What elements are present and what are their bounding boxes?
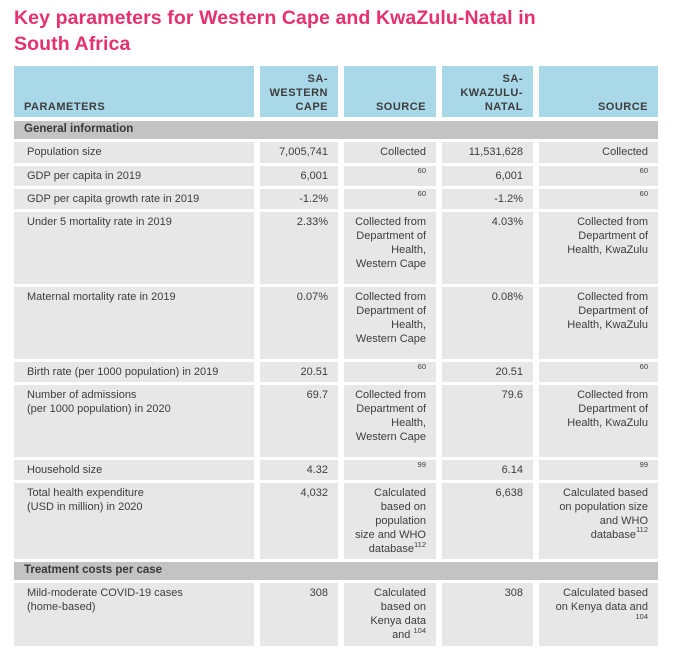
wc-value: 20.51 [260,361,338,382]
wc-value: 2.33% [260,211,338,284]
kzn-source-text: Collected [602,146,648,159]
parameter-label: GDP per capita in 2019 [14,165,254,186]
kzn-value: -1.2% [442,188,533,209]
kzn-source-text: Collected from Department of Health, Kwa… [567,290,648,331]
table-row: Mild-moderate COVID-19 cases (home-based… [14,583,658,646]
wc-source-text: Collected from Department of Health, Wes… [355,388,426,444]
kzn-source: Collected from Department of Health, Kwa… [539,286,658,359]
wc-source-text: Calculated based on population size and … [355,486,426,556]
kzn-source: 60 [539,165,658,186]
table-header-row: PARAMETERS SA- WESTERN CAPE SOURCE SA- K… [14,66,658,118]
kzn-source-text: Calculated based on population size and … [559,486,648,542]
kzn-source: 60 [539,361,658,382]
kzn-source: Collected [539,142,658,163]
kzn-source-ref: 60 [639,188,648,198]
kzn-source-ref: 60 [639,165,648,175]
kzn-source-text: Calculated based on Kenya data and [555,587,648,614]
kzn-source-ref: 99 [639,460,648,470]
section-general-information: General information [14,121,658,140]
table-row: Maternal mortality rate in 2019 0.07% Co… [14,286,658,359]
wc-value: 4.32 [260,459,338,480]
table-row: Population size 7,005,741 Collected 11,5… [14,142,658,163]
table-row: Household size 4.32 99 6.14 99 [14,459,658,480]
kzn-value: 79.6 [442,384,533,457]
table-row: Under 5 mortality rate in 2019 2.33% Col… [14,211,658,284]
wc-source-text: Calculated based on Kenya data and [370,587,426,642]
parameter-label: Total health expenditure (USD in million… [14,482,254,560]
kzn-source: Calculated based on population size and … [539,482,658,560]
wc-source: Collected [344,142,436,163]
page: Key parameters for Western Cape and KwaZ… [14,7,658,646]
wc-value: 4,032 [260,482,338,560]
wc-source: Calculated based on Kenya data and 104 [344,583,436,646]
wc-source: Calculated based on population size and … [344,482,436,560]
kzn-source: Collected from Department of Health, Kwa… [539,384,658,457]
table-row: GDP per capita in 2019 6,001 60 6,001 60 [14,165,658,186]
wc-source: Collected from Department of Health, Wes… [344,211,436,284]
header-source-wc: SOURCE [344,66,436,118]
section-treatment-costs: Treatment costs per case [14,562,658,581]
wc-value: 69.7 [260,384,338,457]
page-title: Key parameters for Western Cape and KwaZ… [14,7,536,55]
kzn-source-ref: 104 [635,611,648,621]
table-row: Birth rate (per 1000 population) in 2019… [14,361,658,382]
wc-source-ref: 60 [417,165,426,175]
header-sa-western-cape: SA- WESTERN CAPE [260,66,338,118]
wc-source-ref: 60 [417,188,426,198]
wc-source-ref: 104 [413,625,426,635]
header-source-kzn: SOURCE [539,66,658,118]
kzn-source: Calculated based on Kenya data and 104 [539,583,658,646]
parameter-label: Under 5 mortality rate in 2019 [14,211,254,284]
kzn-source-text: Collected from Department of Health, Kwa… [567,215,648,256]
wc-source: Collected from Department of Health, Wes… [344,286,436,359]
table-row: GDP per capita growth rate in 2019 -1.2%… [14,188,658,209]
parameter-label: GDP per capita growth rate in 2019 [14,188,254,209]
wc-source-ref: 99 [417,460,426,470]
parameter-label: Number of admissions (per 1000 populatio… [14,384,254,457]
wc-source: 99 [344,459,436,480]
wc-value: 0.07% [260,286,338,359]
kzn-value: 308 [442,583,533,646]
wc-value: 7,005,741 [260,142,338,163]
kzn-value: 6,001 [442,165,533,186]
kzn-source: 60 [539,188,658,209]
wc-value: 6,001 [260,165,338,186]
table-row: Number of admissions (per 1000 populatio… [14,384,658,457]
wc-source-ref: 112 [414,539,426,549]
parameter-label: Mild-moderate COVID-19 cases (home-based… [14,583,254,646]
kzn-source-ref: 60 [639,362,648,372]
kzn-source-ref: 112 [636,525,648,535]
kzn-source-text: Collected from Department of Health, Kwa… [567,388,648,429]
parameter-label: Maternal mortality rate in 2019 [14,286,254,359]
kzn-value: 11,531,628 [442,142,533,163]
wc-source: 60 [344,165,436,186]
kzn-value: 6.14 [442,459,533,480]
header-sa-kwazulu-natal: SA- KWAZULU- NATAL [442,66,533,118]
wc-value: 308 [260,583,338,646]
wc-source-text: Collected from Department of Health, Wes… [355,290,426,345]
wc-source-text: Collected [380,146,426,159]
wc-source-ref: 60 [417,362,426,372]
table-row: Total health expenditure (USD in million… [14,482,658,560]
wc-value: -1.2% [260,188,338,209]
kzn-source: Collected from Department of Health, Kwa… [539,211,658,284]
kzn-value: 20.51 [442,361,533,382]
wc-source-text: Collected from Department of Health, Wes… [355,215,426,270]
parameters-table: PARAMETERS SA- WESTERN CAPE SOURCE SA- K… [14,66,658,646]
wc-source: 60 [344,361,436,382]
kzn-value: 4.03% [442,211,533,284]
wc-source: 60 [344,188,436,209]
parameter-label: Household size [14,459,254,480]
parameter-label: Birth rate (per 1000 population) in 2019 [14,361,254,382]
kzn-source: 99 [539,459,658,480]
kzn-value: 0.08% [442,286,533,359]
kzn-value: 6,638 [442,482,533,560]
header-parameters: PARAMETERS [14,66,254,118]
parameter-label: Population size [14,142,254,163]
wc-source: Collected from Department of Health, Wes… [344,384,436,457]
